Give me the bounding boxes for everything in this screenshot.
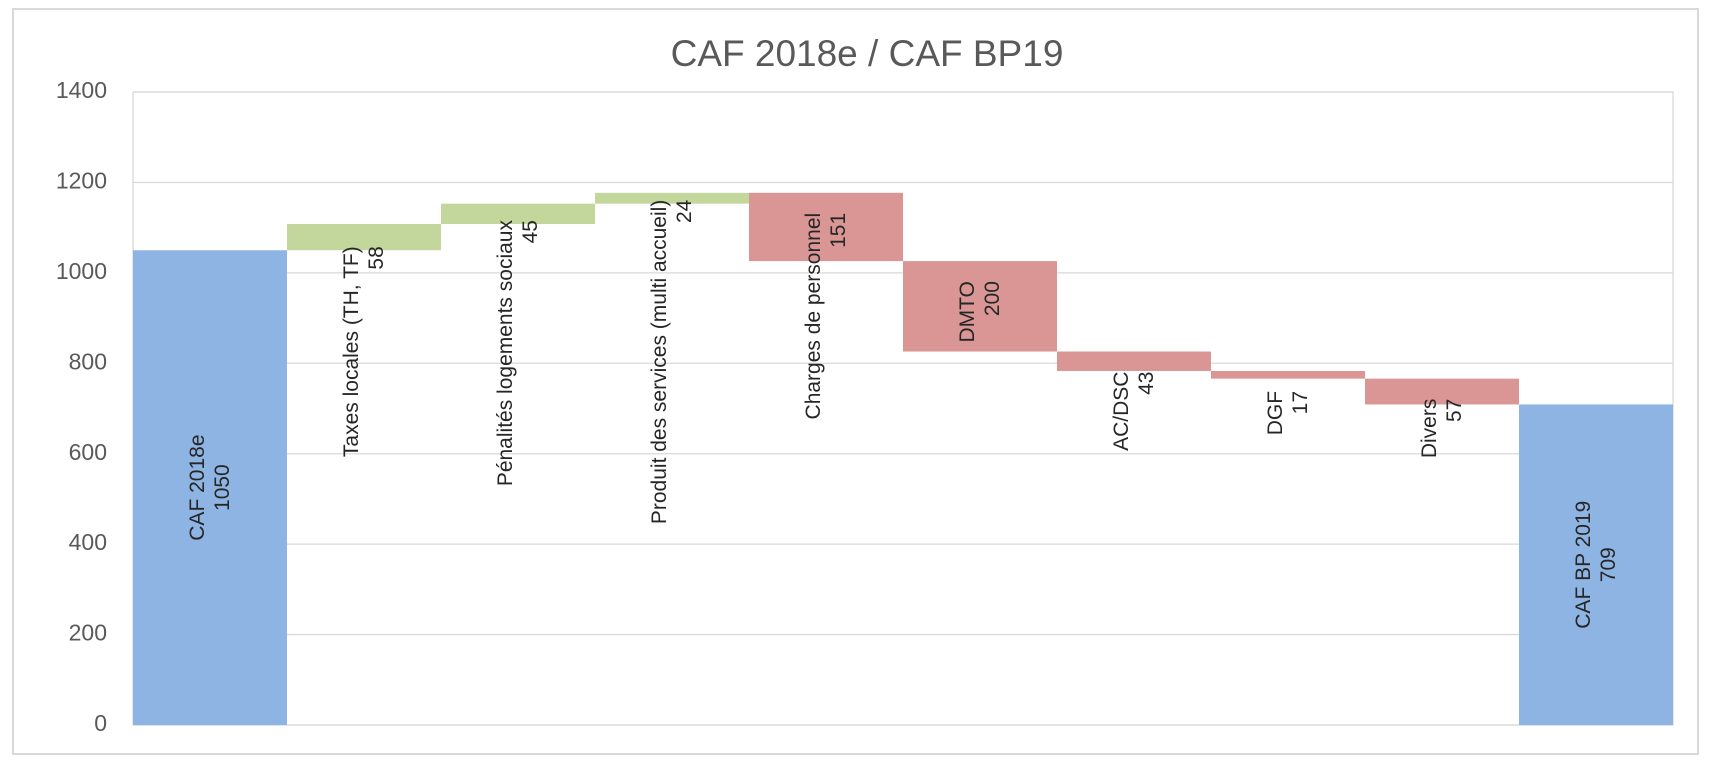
data-label-category: DMTO bbox=[956, 281, 979, 342]
bar bbox=[441, 203, 595, 225]
data-label: DMTO200 bbox=[956, 281, 1004, 342]
data-label-value: 151 bbox=[827, 213, 850, 248]
data-label: CAF BP 2019709 bbox=[1572, 501, 1620, 629]
bar bbox=[1211, 370, 1365, 379]
data-label: CAF 2018e1050 bbox=[186, 435, 234, 541]
data-label: AC/DSC43 bbox=[1110, 372, 1158, 451]
data-label-category: DGF bbox=[1264, 391, 1287, 435]
bar bbox=[1519, 404, 1673, 725]
data-label-value: 17 bbox=[1289, 391, 1312, 414]
bar bbox=[133, 250, 287, 725]
data-label: Produit des services (multi accueil)24 bbox=[648, 199, 696, 524]
y-tick-label: 1200 bbox=[56, 168, 107, 194]
data-label: Charges de personnel151 bbox=[802, 213, 850, 420]
bar bbox=[749, 192, 903, 262]
data-label-category: AC/DSC bbox=[1110, 372, 1133, 451]
data-label-category: Produit des services (multi accueil) bbox=[648, 200, 671, 524]
y-tick-label: 600 bbox=[69, 439, 107, 465]
data-label: Pénalités logements sociaux45 bbox=[494, 220, 542, 487]
data-label-value: 58 bbox=[365, 246, 388, 269]
bar bbox=[1057, 351, 1211, 371]
y-tick-label: 1400 bbox=[56, 77, 107, 103]
y-tick-label: 1000 bbox=[56, 258, 107, 284]
data-label-category: Charges de personnel bbox=[802, 213, 825, 420]
data-label-value: 43 bbox=[1135, 372, 1158, 395]
data-label-category: CAF 2018e bbox=[186, 435, 209, 541]
data-label: Divers57 bbox=[1418, 399, 1466, 459]
data-label-category: Pénalités logements sociaux bbox=[494, 220, 517, 487]
bar bbox=[287, 224, 441, 251]
y-tick-label: 0 bbox=[94, 710, 107, 736]
data-label-value: 24 bbox=[673, 199, 696, 223]
y-tick-label: 800 bbox=[69, 348, 107, 374]
bar bbox=[1365, 378, 1519, 405]
y-tick-label: 200 bbox=[69, 620, 107, 646]
data-label: DGF17 bbox=[1264, 391, 1312, 435]
data-label-category: Taxes locales (TH, TF) bbox=[340, 246, 363, 457]
data-label-value: 1050 bbox=[211, 464, 234, 511]
chart-title: CAF 2018e / CAF BP19 bbox=[671, 33, 1064, 74]
data-label-category: CAF BP 2019 bbox=[1572, 501, 1595, 629]
data-label-value: 709 bbox=[1597, 547, 1620, 582]
data-label-value: 200 bbox=[981, 281, 1004, 316]
data-label-value: 57 bbox=[1443, 399, 1466, 422]
bar bbox=[595, 192, 749, 204]
y-tick-label: 400 bbox=[69, 529, 107, 555]
data-label-category: Divers bbox=[1418, 399, 1441, 459]
data-label: Taxes locales (TH, TF)58 bbox=[340, 246, 388, 457]
data-label-value: 45 bbox=[519, 220, 542, 243]
bar bbox=[903, 261, 1057, 352]
